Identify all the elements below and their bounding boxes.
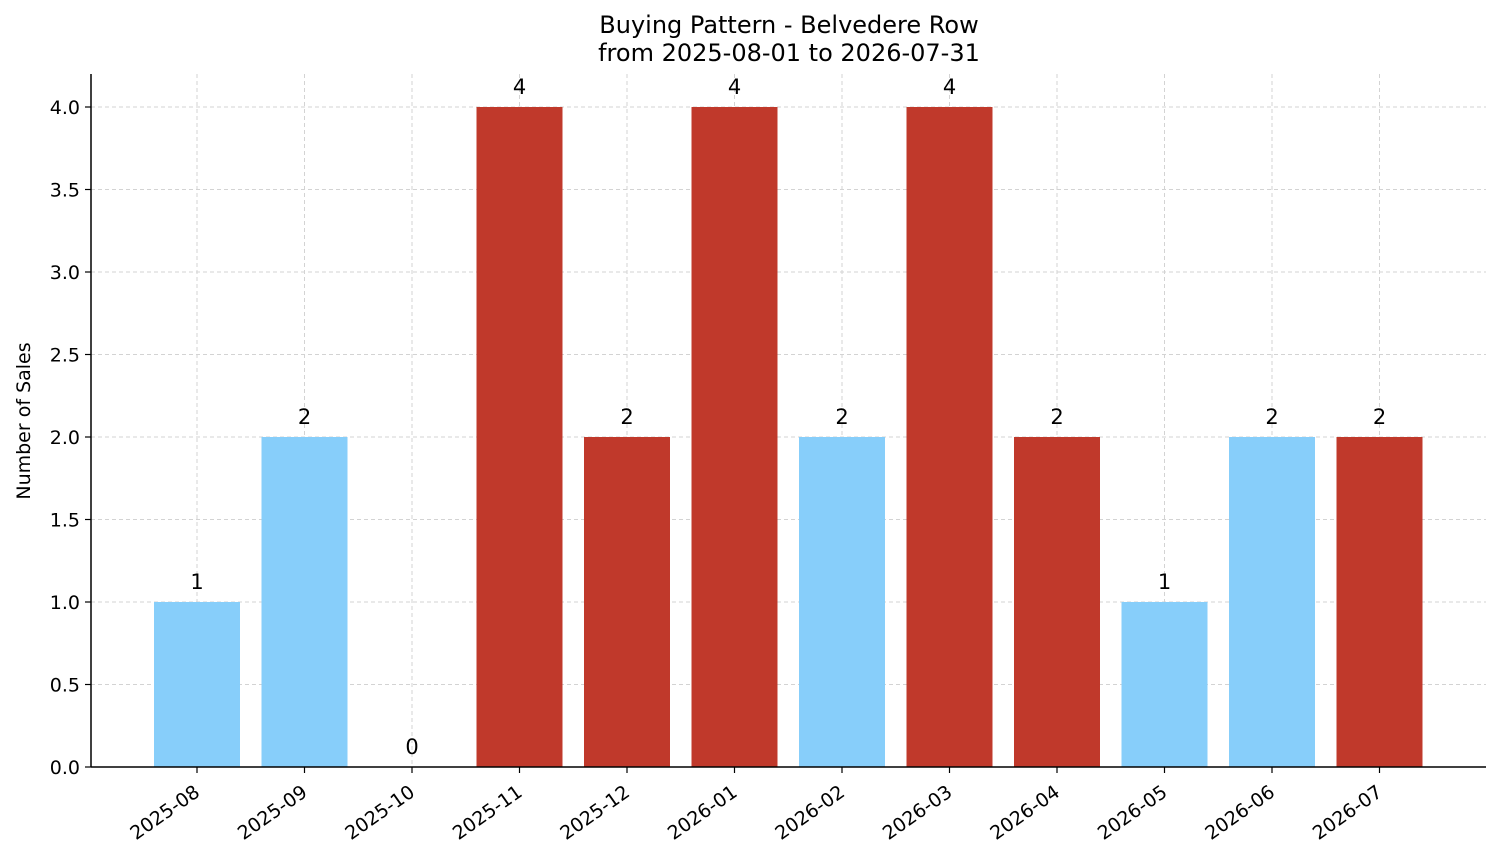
bar (906, 107, 993, 767)
bar-value-label: 4 (943, 75, 956, 99)
bar-value-label: 1 (1158, 570, 1171, 594)
x-tick-label: 2026-06 (1201, 781, 1279, 845)
bar-layer (154, 107, 1423, 767)
bar-value-label: 2 (1373, 405, 1386, 429)
bar-value-label: 4 (728, 75, 741, 99)
y-tick-label: 3.0 (50, 262, 80, 284)
bar-value-label: 2 (1265, 405, 1278, 429)
bar (1229, 437, 1315, 767)
label-layer: 1 2 0 4 2 4 2 4 2 1 2 2 (190, 75, 1386, 759)
bar (799, 437, 885, 767)
x-tick-label: 2026-05 (1094, 781, 1172, 845)
y-tick-label: 0.0 (50, 757, 80, 779)
x-tick-label: 2026-02 (771, 781, 849, 845)
bar-value-label: 0 (405, 735, 418, 759)
y-tick-label: 4.0 (50, 97, 80, 119)
y-tick-label: 2.0 (50, 427, 80, 449)
bar (1121, 602, 1208, 767)
x-tick-label: 2026-01 (664, 781, 742, 845)
x-tick-label: 2025-10 (341, 781, 419, 845)
y-tick-label: 1.5 (50, 510, 80, 532)
y-tick-label: 1.0 (50, 592, 80, 614)
x-tick-label: 2025-08 (126, 781, 204, 845)
y-tick-label: 3.5 (50, 180, 80, 202)
x-tick-label: 2025-09 (234, 781, 312, 845)
bar (1336, 437, 1423, 767)
bar-value-label: 2 (835, 405, 848, 429)
bar-value-label: 2 (1050, 405, 1063, 429)
x-tick-label: 2025-12 (556, 781, 634, 845)
chart-title: Buying Pattern - Belvedere Row (599, 11, 978, 39)
bar (691, 107, 778, 767)
x-tick-label: 2026-07 (1309, 781, 1387, 845)
bar (154, 602, 240, 767)
bar (476, 107, 563, 767)
bar (261, 437, 348, 767)
x-tick-label: 2025-11 (449, 781, 527, 845)
y-axis-label: Number of Sales (13, 342, 35, 499)
y-tick-label: 2.5 (50, 345, 80, 367)
bar (1014, 437, 1100, 767)
bar-value-label: 4 (513, 75, 526, 99)
bar-value-label: 1 (190, 570, 203, 594)
x-tick-label: 2026-04 (986, 781, 1064, 845)
bar (584, 437, 670, 767)
x-tick-label: 2026-03 (879, 781, 957, 845)
bar-value-label: 2 (298, 405, 311, 429)
bar-value-label: 2 (620, 405, 633, 429)
y-tick-label: 0.5 (50, 675, 80, 697)
chart-subtitle: from 2025-08-01 to 2026-07-31 (598, 39, 980, 67)
